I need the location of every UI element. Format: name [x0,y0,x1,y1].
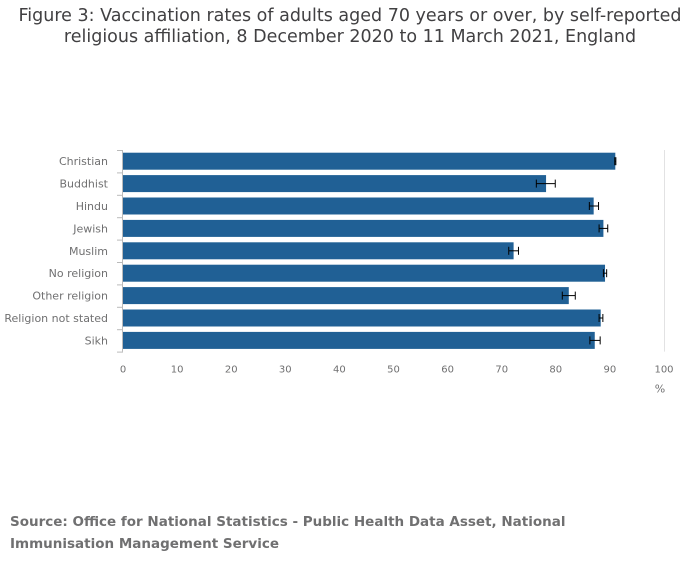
chart-bars [123,152,616,349]
bar-sikh [123,331,595,349]
bar-religion-not-stated [123,309,601,327]
category-label: Christian [59,155,108,168]
x-tick-label: 20 [225,365,238,376]
source-note: Source: Office for National Statistics -… [10,514,566,552]
category-label: Other religion [32,290,108,303]
x-tick-label: 100 [654,365,673,376]
x-tick-label: 60 [441,365,454,376]
chart-axes [117,150,665,353]
x-tick-label: 10 [171,365,184,376]
bar-other-religion [123,287,569,305]
category-label: Hindu [76,200,108,213]
x-tick-label: 80 [549,365,562,376]
category-label: Muslim [69,245,108,258]
x-tick-label: 90 [604,365,617,376]
chart-error-bars [508,157,617,345]
bar-jewish [123,219,604,237]
bar-buddhist [123,175,547,193]
bar-christian [123,152,616,170]
x-tick-label: 50 [387,365,400,376]
bar-muslim [123,242,514,260]
chart-category-labels: Christian Buddhist Hindu Jewish Muslim No rel… [4,155,108,347]
x-tick-label: 70 [495,365,508,376]
x-tick-label: 40 [333,365,346,376]
category-label: Religion not stated [4,312,108,325]
category-label: Buddhist [59,178,108,191]
chart-tick-labels: 0 10 20 30 40 50 60 70 80 90 100 [120,365,674,376]
category-label: Sikh [85,334,108,347]
x-tick-label: 0 [120,365,126,376]
x-axis-unit-label: % [655,383,665,396]
category-label: No religion [49,267,108,280]
bar-no-religion [123,264,606,282]
category-label: Jewish [72,222,108,235]
bar-chart: Christian Buddhist Hindu Jewish Muslim No rel… [4,150,674,396]
chart-title: Figure 3: Vaccination rates of adults ag… [18,6,682,47]
x-tick-label: 30 [279,365,292,376]
bar-hindu [123,197,594,215]
